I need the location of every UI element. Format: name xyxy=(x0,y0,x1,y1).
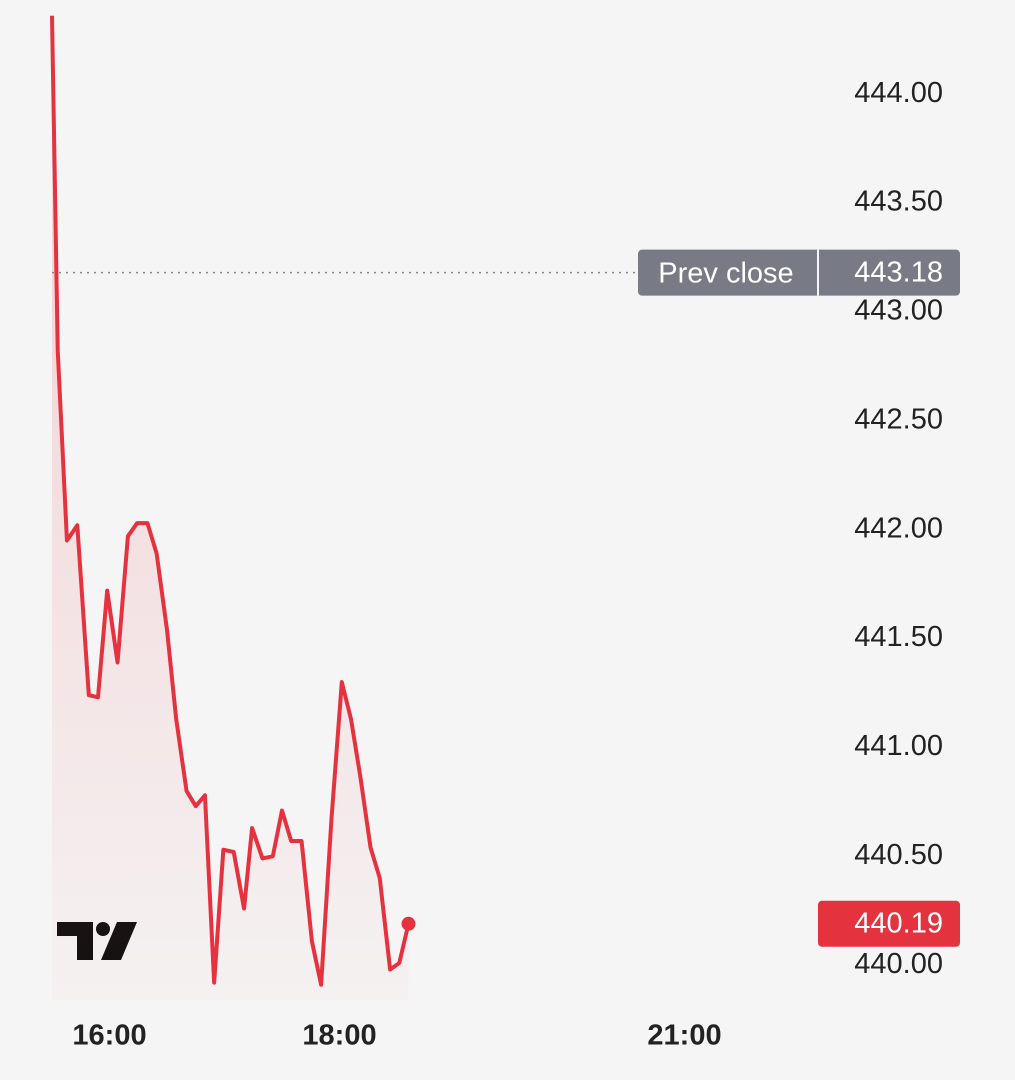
y-tick-label: 442.00 xyxy=(854,512,943,544)
y-tick-label: 443.50 xyxy=(854,186,943,218)
x-tick-label: 21:00 xyxy=(647,1020,721,1052)
y-tick-label: 440.50 xyxy=(854,839,943,871)
y-tick-label: 441.00 xyxy=(854,730,943,762)
x-tick-label: 16:00 xyxy=(72,1020,146,1052)
last-price-badge xyxy=(818,900,960,947)
y-tick-label: 440.00 xyxy=(854,948,943,980)
x-tick-label: 18:00 xyxy=(302,1020,376,1052)
y-tick-label: 441.50 xyxy=(854,621,943,653)
last-price-label: 440.19 xyxy=(854,907,943,939)
prev-close-value: 443.18 xyxy=(854,256,943,288)
price-line xyxy=(50,15,411,987)
prev-close-title: Prev close xyxy=(658,257,793,289)
last-point xyxy=(401,916,416,931)
area-fill xyxy=(52,15,409,1001)
y-tick-label: 443.00 xyxy=(854,295,943,327)
prev-close-badge xyxy=(638,249,960,296)
y-tick-label: 442.50 xyxy=(854,403,943,435)
y-tick-label: 444.00 xyxy=(854,77,943,109)
